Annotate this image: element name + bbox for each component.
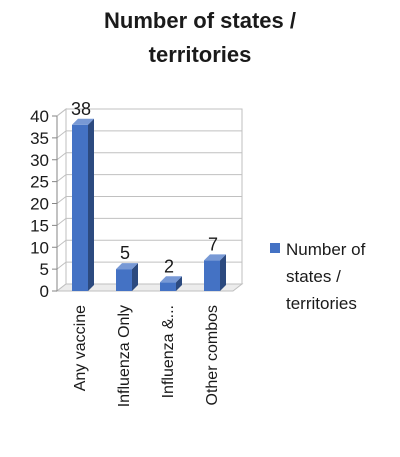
legend-label: Number of states / territories xyxy=(286,236,398,317)
legend-swatch xyxy=(270,243,280,253)
legend: Number of states / territories xyxy=(270,236,398,317)
gridline xyxy=(56,130,242,139)
gridline xyxy=(56,217,242,226)
bar xyxy=(204,260,220,291)
gridline xyxy=(56,108,242,117)
y-tick-label: 5 xyxy=(40,260,49,279)
data-label: 7 xyxy=(208,234,218,254)
chart-title: Number of states / territories xyxy=(0,4,400,72)
x-tick-label: Influenza &... xyxy=(160,305,177,398)
y-tick-label: 25 xyxy=(30,173,49,192)
bar-top xyxy=(204,254,226,261)
data-label: 38 xyxy=(71,99,91,119)
y-tick-label: 35 xyxy=(30,129,49,148)
bar-side xyxy=(132,263,138,291)
y-tick-label: 0 xyxy=(40,282,49,301)
bar-side xyxy=(176,276,182,291)
y-tick-label: 10 xyxy=(30,238,49,257)
legend-label-line-2: states / xyxy=(286,267,341,286)
gridline xyxy=(56,174,242,183)
legend-label-line-1: Number of xyxy=(286,240,366,259)
chart-title-line-1: Number of states / xyxy=(104,8,296,33)
legend-label-line-3: territories xyxy=(286,294,357,313)
x-tick-label: Influenza Only xyxy=(116,305,133,407)
bar-top xyxy=(72,118,94,125)
data-label: 5 xyxy=(120,243,130,263)
y-tick-label: 15 xyxy=(30,216,49,235)
data-label: 2 xyxy=(164,256,174,276)
bar-side xyxy=(220,254,226,291)
bar-side xyxy=(88,118,94,291)
gridline xyxy=(56,261,242,270)
gridline xyxy=(56,152,242,161)
x-tick-label: Other combos xyxy=(204,305,221,405)
x-tick-label: Any vaccine xyxy=(72,305,89,391)
bar xyxy=(116,269,132,291)
bar-top xyxy=(116,263,138,270)
bar-top xyxy=(160,276,182,283)
chart-title-line-2: territories xyxy=(148,42,252,67)
gridline xyxy=(56,239,242,248)
y-tick-label: 30 xyxy=(30,151,49,170)
bar xyxy=(160,282,176,291)
gridline xyxy=(56,196,242,204)
y-tick-label: 40 xyxy=(30,107,49,126)
bar xyxy=(72,124,88,291)
y-tick-label: 20 xyxy=(30,195,49,214)
